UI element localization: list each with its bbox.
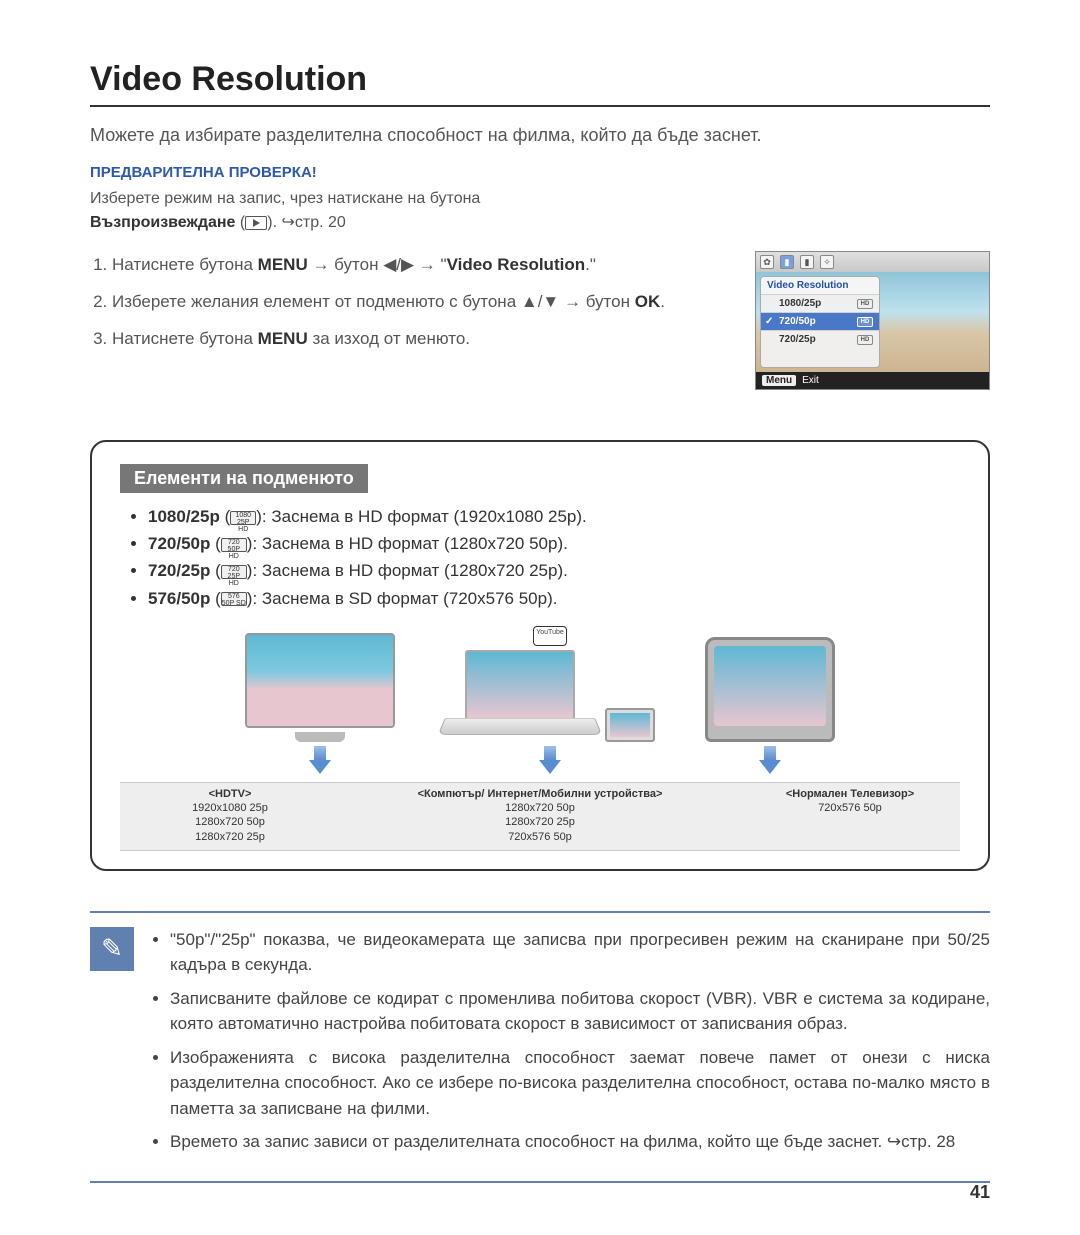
mobile-device-icon xyxy=(605,708,655,742)
tv-stand xyxy=(295,732,345,742)
note-item: Изображенията с висока разделителна спос… xyxy=(170,1045,990,1122)
video-icon: ▮ xyxy=(780,255,794,269)
diagram-col-crt xyxy=(705,637,835,774)
res-glyph-icon: HD xyxy=(857,299,873,309)
res-glyph-icon: HD xyxy=(857,317,873,327)
page-number: 41 xyxy=(970,1182,990,1203)
device-diagram: YouTube xyxy=(120,626,960,774)
submenu-item: 720/50p (72050P HD): Заснема в HD формат… xyxy=(148,530,960,557)
label-col-pc: <Компютър/ Интернет/Мобилни устройства> … xyxy=(340,787,740,844)
menu-keyword-2: MENU xyxy=(258,329,308,348)
diagram-col-pc: YouTube xyxy=(445,626,655,774)
ok-keyword: OK xyxy=(635,292,661,311)
notes-list: "50p"/"25p" показва, че видеокамерата ще… xyxy=(152,927,990,1163)
crt-tv-icon xyxy=(705,637,835,742)
device-menu-title: Video Resolution xyxy=(761,277,879,294)
submenu-box: Елементи на подменюто 1080/25p (108025P … xyxy=(90,440,990,871)
youtube-badge: YouTube xyxy=(533,626,567,646)
device-bottom-bar: Menu Exit xyxy=(756,372,989,389)
page-ref-arrow: ↪ xyxy=(281,214,294,231)
down-arrow-icon xyxy=(759,746,781,774)
res-icon: 72025P HD xyxy=(221,565,247,579)
device-preview: ✿ ▮ ▮ ✧ Video Resolution 1080/25pHD 720/… xyxy=(755,251,990,390)
device-menu-item-1: 720/50pHD xyxy=(761,312,879,330)
submenu-title: Елементи на подменюто xyxy=(120,464,368,493)
res-icon: 108025P HD xyxy=(230,511,256,525)
submenu-item: 576/50p (57650P SD): Заснема в SD формат… xyxy=(148,585,960,612)
notes-block: ✎ "50p"/"25p" показва, че видеокамерата … xyxy=(90,911,990,1183)
res-glyph-icon: HD xyxy=(857,335,873,345)
res-icon: 57650P SD xyxy=(221,592,247,606)
down-arrow-icon xyxy=(309,746,331,774)
res-icon: 72050P HD xyxy=(221,538,247,552)
photo-icon: ▮ xyxy=(800,255,814,269)
intro-text: Можете да избирате разделителна способно… xyxy=(90,125,990,146)
gear-icon: ✿ xyxy=(760,255,774,269)
submenu-item: 1080/25p (108025P HD): Заснема в HD форм… xyxy=(148,503,960,530)
laptop-icon xyxy=(445,650,595,742)
target-keyword: Video Resolution xyxy=(447,255,586,274)
precheck-line: Изберете режим на запис, чрез натискане … xyxy=(90,190,480,207)
device-menu-item-2: 720/25pHD xyxy=(761,330,879,348)
precheck-section: ПРЕДВАРИТЕЛНА ПРОВЕРКА! Изберете режим н… xyxy=(90,164,990,235)
diagram-label-bar: <HDTV> 1920x1080 25p 1280x720 50p 1280x7… xyxy=(120,782,960,851)
step-1: Натиснете бутона MENU → бутон ◀/▶ → "Vid… xyxy=(112,251,725,278)
note-item: Времето за запис зависи от разделителнат… xyxy=(170,1129,990,1155)
precheck-ref: стр. 20 xyxy=(295,214,346,231)
note-item: "50p"/"25p" показва, че видеокамерата ще… xyxy=(170,927,990,978)
device-menu-item-0: 1080/25pHD xyxy=(761,294,879,312)
precheck-body: Изберете режим на запис, чрез натискане … xyxy=(90,187,990,235)
steps-list: Натиснете бутона MENU → бутон ◀/▶ → "Vid… xyxy=(90,251,725,363)
note-item: Записваните файлове се кодират с променл… xyxy=(170,986,990,1037)
device-menu-panel: Video Resolution 1080/25pHD 720/50pHD 72… xyxy=(760,276,880,368)
manual-page: Video Resolution Можете да избирате разд… xyxy=(0,0,1080,1223)
down-arrow-icon xyxy=(539,746,561,774)
diagram-col-hdtv xyxy=(245,633,395,774)
play-label: Възпроизвеждане xyxy=(90,214,235,231)
label-col-hdtv: <HDTV> 1920x1080 25p 1280x720 50p 1280x7… xyxy=(120,787,340,844)
hdtv-icon xyxy=(245,633,395,728)
note-icon: ✎ xyxy=(90,927,134,971)
mode-icon: ✧ xyxy=(820,255,834,269)
menu-badge: Menu xyxy=(762,375,796,386)
submenu-item: 720/25p (72025P HD): Заснема в HD формат… xyxy=(148,557,960,584)
play-icon xyxy=(245,216,267,230)
page-title: Video Resolution xyxy=(90,60,990,107)
precheck-heading: ПРЕДВАРИТЕЛНА ПРОВЕРКА! xyxy=(90,164,990,181)
device-topbar: ✿ ▮ ▮ ✧ xyxy=(756,252,989,272)
menu-keyword: MENU xyxy=(258,255,308,274)
label-col-crt: <Нормален Телевизор> 720x576 50p xyxy=(740,787,960,844)
step-2: Изберете желания елемент от подменюто с … xyxy=(112,288,725,315)
exit-label: Exit xyxy=(802,375,819,386)
step-3: Натиснете бутона MENU за изход от менюто… xyxy=(112,325,725,352)
submenu-list: 1080/25p (108025P HD): Заснема в HD форм… xyxy=(130,503,960,612)
